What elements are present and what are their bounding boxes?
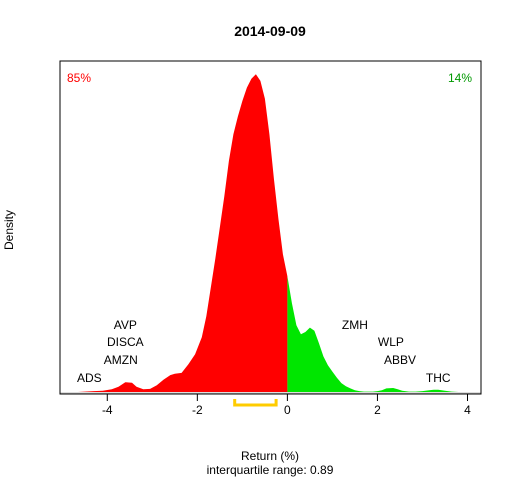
ticker-label: AMZN <box>104 353 138 367</box>
y-axis-label: Density <box>2 210 16 250</box>
chart-title: 2014-09-09 <box>234 23 306 39</box>
x-tick-label: 2 <box>374 403 381 417</box>
ticker-label: AVP <box>114 318 137 332</box>
ticker-label: DISCA <box>107 335 144 349</box>
x-tick-label: -2 <box>192 403 203 417</box>
x-tick-label: -4 <box>102 403 113 417</box>
x-axis: -4 -2 0 2 4 <box>102 393 471 417</box>
ticker-label: ZMH <box>342 318 368 332</box>
density-areas <box>78 74 459 392</box>
ticker-label: WLP <box>378 335 404 349</box>
ticker-label: ADS <box>77 371 102 385</box>
percent-negative-label: 85% <box>67 71 91 85</box>
x-tick-label: 0 <box>284 403 291 417</box>
positive-return-area <box>287 276 459 392</box>
x-axis-label: Return (%) <box>241 449 299 463</box>
ticker-label: THC <box>426 371 451 385</box>
negative-return-area <box>78 74 288 392</box>
percent-positive-label: 14% <box>448 71 472 85</box>
iqr-caption: interquartile range: 0.89 <box>207 463 334 477</box>
x-tick-label: 4 <box>464 403 471 417</box>
ticker-label: ABBV <box>384 353 416 367</box>
iqr-bracket <box>233 399 278 407</box>
